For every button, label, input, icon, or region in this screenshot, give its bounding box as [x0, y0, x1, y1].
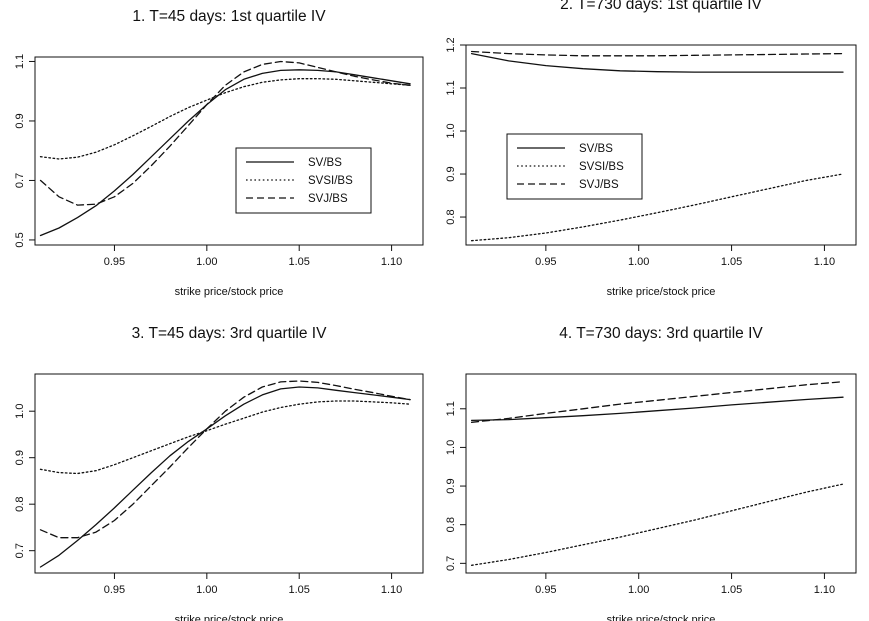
series-line-svj-bs: [39, 60, 411, 206]
y-tick-label: 0.9: [445, 478, 457, 493]
y-tick-label: 1.1: [14, 54, 26, 69]
y-tick-label: 0.9: [14, 113, 26, 128]
x-tick-label: 1.10: [381, 584, 402, 596]
plot-frame: [465, 373, 857, 574]
x-tick-label: 1.05: [721, 256, 742, 268]
series-line-svsi-bs: [470, 173, 844, 242]
plot-frame: [34, 56, 424, 246]
x-tick-label: 1.05: [288, 256, 309, 268]
y-tick-label: 0.7: [14, 173, 26, 188]
x-axis-label: strike price/stock price: [607, 286, 716, 298]
chart-panel-2: 2. T=730 days: 1st quartile IV 0.95 1.00 1.…: [445, 0, 857, 298]
chart-panel-4: 4. T=730 days: 3rd quartile IV 0.95 1.00 1.…: [445, 325, 857, 621]
x-tick-label: 0.95: [535, 256, 556, 268]
x-tick-label: 1.00: [628, 256, 649, 268]
legend: SV/BS SVSI/BS SVJ/BS: [235, 147, 372, 214]
x-tick-label: 1.05: [721, 584, 742, 596]
x-tick-label: 1.00: [196, 584, 217, 596]
series-line-svj-bs: [470, 50, 844, 57]
legend-label: SVJ/BS: [308, 193, 348, 205]
x-axis-label: strike price/stock price: [175, 286, 284, 298]
legend-box: [235, 147, 372, 214]
x-tick-label: 1.10: [814, 256, 835, 268]
series-line-svsi-bs: [39, 78, 411, 160]
x-tick-label: 1.00: [196, 256, 217, 268]
y-tick-label: 0.9: [14, 450, 26, 465]
x-axis-label: strike price/stock price: [175, 614, 284, 621]
plot-frame: [34, 373, 424, 574]
legend: SV/BS SVSI/BS SVJ/BS: [506, 133, 643, 200]
x-tick-label: 0.95: [535, 584, 556, 596]
y-tick-label: 1.2: [445, 37, 457, 52]
legend-box: [506, 133, 643, 200]
series-line-svj-bs: [470, 381, 844, 423]
x-tick-label: 1.10: [381, 256, 402, 268]
chart-title: 4. T=730 days: 3rd quartile IV: [559, 325, 763, 342]
plot-frame: [465, 44, 857, 246]
y-tick-label: 0.8: [14, 497, 26, 512]
y-tick-label: 1.0: [445, 440, 457, 455]
legend-label: SVSI/BS: [579, 161, 624, 173]
y-tick-label: 0.7: [445, 556, 457, 571]
x-tick-label: 0.95: [104, 256, 125, 268]
x-tick-label: 0.95: [104, 584, 125, 596]
series-line-sv-bs: [39, 69, 411, 237]
legend-label: SV/BS: [579, 143, 613, 155]
legend-label: SVSI/BS: [308, 175, 353, 187]
y-tick-label: 0.9: [445, 166, 457, 181]
legend-label: SVJ/BS: [579, 179, 619, 191]
series-line-sv-bs: [470, 396, 844, 422]
series-line-sv-bs: [470, 52, 844, 73]
series-line-svsi-bs: [470, 483, 844, 566]
x-axis-label: strike price/stock price: [607, 614, 716, 621]
series-line-svj-bs: [39, 380, 411, 539]
x-tick-label: 1.00: [628, 584, 649, 596]
x-tick-label: 1.10: [814, 584, 835, 596]
x-tick-label: 1.05: [288, 584, 309, 596]
y-tick-label: 0.5: [14, 232, 26, 247]
y-tick-label: 1.0: [14, 404, 26, 419]
series-line-svsi-bs: [39, 400, 411, 475]
legend-label: SV/BS: [308, 157, 342, 169]
chart-panel-1: 1. T=45 days: 1st quartile IV 0.95 1.00 1.0…: [14, 8, 424, 298]
series-line-sv-bs: [39, 386, 411, 568]
y-tick-label: 1.1: [445, 401, 457, 416]
chart-title: 1. T=45 days: 1st quartile IV: [132, 8, 326, 25]
y-tick-label: 0.8: [445, 517, 457, 532]
y-tick-label: 0.8: [445, 209, 457, 224]
y-tick-label: 0.7: [14, 543, 26, 558]
chart-panel-3: 3. T=45 days: 3rd quartile IV 0.95 1.00 1.0…: [14, 325, 424, 621]
y-tick-label: 1.1: [445, 80, 457, 95]
y-tick-label: 1.0: [445, 123, 457, 138]
chart-title: 3. T=45 days: 3rd quartile IV: [132, 325, 328, 342]
chart-title: 2. T=730 days: 1st quartile IV: [560, 0, 762, 13]
